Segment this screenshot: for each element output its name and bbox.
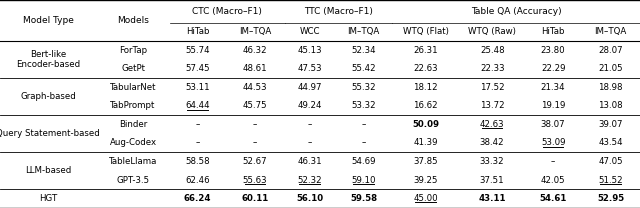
Text: 33.32: 33.32 <box>480 157 504 166</box>
Text: Binder: Binder <box>119 120 147 129</box>
Text: 56.10: 56.10 <box>296 194 323 203</box>
Text: 58.58: 58.58 <box>186 157 210 166</box>
Text: –: – <box>253 120 257 129</box>
Text: 53.32: 53.32 <box>351 101 376 110</box>
Text: TabPrompt: TabPrompt <box>110 101 156 110</box>
Text: 55.74: 55.74 <box>186 46 210 54</box>
Text: ForTap: ForTap <box>119 46 147 54</box>
Text: HGT: HGT <box>39 194 57 203</box>
Text: IM–TQA: IM–TQA <box>239 27 271 36</box>
Text: 37.51: 37.51 <box>480 176 504 185</box>
Text: GetPt: GetPt <box>121 64 145 73</box>
Text: CTC (Macro–F1): CTC (Macro–F1) <box>192 7 262 16</box>
Text: 22.63: 22.63 <box>413 64 438 73</box>
Text: –: – <box>362 139 366 147</box>
Text: 42.05: 42.05 <box>541 176 566 185</box>
Text: Bert-like
Encoder-based: Bert-like Encoder-based <box>16 50 80 69</box>
Text: 53.09: 53.09 <box>541 139 565 147</box>
Text: 45.00: 45.00 <box>413 194 438 203</box>
Text: 16.62: 16.62 <box>413 101 438 110</box>
Text: 55.32: 55.32 <box>351 83 376 92</box>
Text: 46.32: 46.32 <box>243 46 268 54</box>
Text: –: – <box>307 120 312 129</box>
Text: 48.61: 48.61 <box>243 64 268 73</box>
Text: 54.69: 54.69 <box>351 157 376 166</box>
Text: 47.53: 47.53 <box>298 64 322 73</box>
Text: –: – <box>195 139 200 147</box>
Text: 22.33: 22.33 <box>480 64 504 73</box>
Text: 50.09: 50.09 <box>412 120 439 129</box>
Text: 43.54: 43.54 <box>598 139 623 147</box>
Text: WTQ (Flat): WTQ (Flat) <box>403 27 449 36</box>
Text: 55.42: 55.42 <box>351 64 376 73</box>
Text: 38.07: 38.07 <box>541 120 566 129</box>
Text: IM–TQA: IM–TQA <box>348 27 380 36</box>
Text: 52.95: 52.95 <box>597 194 624 203</box>
Text: IM–TQA: IM–TQA <box>595 27 627 36</box>
Text: 45.13: 45.13 <box>298 46 322 54</box>
Text: 25.48: 25.48 <box>480 46 504 54</box>
Text: –: – <box>307 139 312 147</box>
Text: HiTab: HiTab <box>541 27 565 36</box>
Text: Table QA (Accuracy): Table QA (Accuracy) <box>471 7 561 16</box>
Text: 49.24: 49.24 <box>298 101 322 110</box>
Text: TTC (Macro–F1): TTC (Macro–F1) <box>304 7 373 16</box>
Text: 44.97: 44.97 <box>298 83 322 92</box>
Text: 41.39: 41.39 <box>413 139 438 147</box>
Text: 54.61: 54.61 <box>540 194 567 203</box>
Text: 52.34: 52.34 <box>351 46 376 54</box>
Text: 47.05: 47.05 <box>598 157 623 166</box>
Text: 17.52: 17.52 <box>480 83 504 92</box>
Text: TableLlama: TableLlama <box>109 157 157 166</box>
Text: 46.31: 46.31 <box>298 157 322 166</box>
Text: 52.32: 52.32 <box>298 176 322 185</box>
Text: 21.05: 21.05 <box>598 64 623 73</box>
Text: 62.46: 62.46 <box>186 176 210 185</box>
Text: 37.85: 37.85 <box>413 157 438 166</box>
Text: –: – <box>253 139 257 147</box>
Text: 53.11: 53.11 <box>186 83 210 92</box>
Text: GPT-3.5: GPT-3.5 <box>116 176 150 185</box>
Text: 45.75: 45.75 <box>243 101 268 110</box>
Text: WCC: WCC <box>300 27 320 36</box>
Text: 28.07: 28.07 <box>598 46 623 54</box>
Text: 18.98: 18.98 <box>598 83 623 92</box>
Text: 13.08: 13.08 <box>598 101 623 110</box>
Text: Models: Models <box>117 16 149 25</box>
Text: 26.31: 26.31 <box>413 46 438 54</box>
Text: 59.10: 59.10 <box>351 176 376 185</box>
Text: Aug-Codex: Aug-Codex <box>109 139 157 147</box>
Text: 38.42: 38.42 <box>480 139 504 147</box>
Text: 66.24: 66.24 <box>184 194 211 203</box>
Text: TabularNet: TabularNet <box>110 83 156 92</box>
Text: –: – <box>551 157 556 166</box>
Text: 43.11: 43.11 <box>479 194 506 203</box>
Text: 22.29: 22.29 <box>541 64 565 73</box>
Text: Model Type: Model Type <box>22 16 74 25</box>
Text: 51.52: 51.52 <box>598 176 623 185</box>
Text: 59.58: 59.58 <box>350 194 377 203</box>
Text: 42.63: 42.63 <box>480 120 504 129</box>
Text: 52.67: 52.67 <box>243 157 268 166</box>
Text: 60.11: 60.11 <box>241 194 269 203</box>
Text: 44.53: 44.53 <box>243 83 268 92</box>
Text: 19.19: 19.19 <box>541 101 565 110</box>
Text: 55.63: 55.63 <box>243 176 268 185</box>
Text: 39.07: 39.07 <box>598 120 623 129</box>
Text: 21.34: 21.34 <box>541 83 566 92</box>
Text: –: – <box>362 120 366 129</box>
Text: Graph-based: Graph-based <box>20 92 76 101</box>
Text: 64.44: 64.44 <box>186 101 210 110</box>
Text: 57.45: 57.45 <box>186 64 210 73</box>
Text: Query Statement-based: Query Statement-based <box>0 129 100 138</box>
Text: 23.80: 23.80 <box>541 46 566 54</box>
Text: WTQ (Raw): WTQ (Raw) <box>468 27 516 36</box>
Text: HiTab: HiTab <box>186 27 209 36</box>
Text: –: – <box>195 120 200 129</box>
Text: LLM-based: LLM-based <box>25 166 71 175</box>
Text: 39.25: 39.25 <box>413 176 438 185</box>
Text: 13.72: 13.72 <box>480 101 504 110</box>
Text: 18.12: 18.12 <box>413 83 438 92</box>
